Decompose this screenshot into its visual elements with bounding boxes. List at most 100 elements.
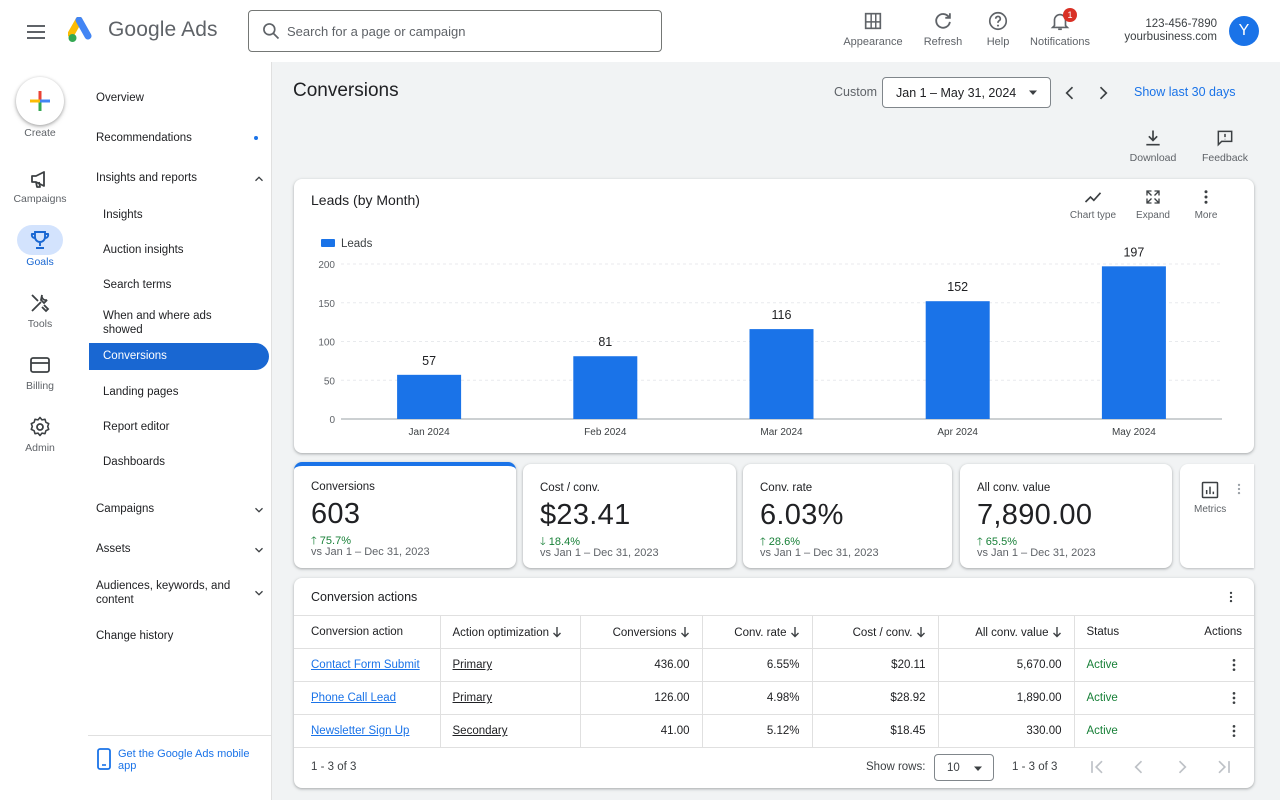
- col-action-optimization[interactable]: Action optimization: [440, 615, 581, 649]
- nav-insights-reports[interactable]: Insights and reports: [96, 172, 266, 186]
- expand-button[interactable]: Expand: [1123, 188, 1183, 221]
- stat-card-all-conv-value[interactable]: All conv. value 7,890.00 🡑 65.5% vs Jan …: [960, 464, 1172, 568]
- stat-change: 🡓 18.4%: [540, 533, 580, 552]
- col-cost-per-conv[interactable]: Cost / conv.: [812, 615, 939, 649]
- nav-audiences-label: Audiences, keywords, and content: [96, 580, 231, 606]
- col-conversion-action[interactable]: Conversion action: [294, 615, 441, 649]
- conversion-action-link[interactable]: Contact Form Submit: [311, 659, 420, 671]
- more-button[interactable]: More: [1176, 188, 1236, 221]
- last-page-icon[interactable]: [1214, 757, 1234, 777]
- megaphone-icon[interactable]: [28, 167, 52, 191]
- first-page-icon[interactable]: [1087, 757, 1107, 777]
- cell-conv-rate: 6.55%: [702, 648, 813, 682]
- stat-card-conv-rate[interactable]: Conv. rate 6.03% 🡑 28.6% vs Jan 1 – Dec …: [743, 464, 952, 568]
- download-button[interactable]: Download: [1123, 128, 1183, 164]
- next-page-icon[interactable]: [1172, 757, 1192, 777]
- help-button[interactable]: Help: [963, 10, 1033, 48]
- nav-search-terms[interactable]: Search terms: [103, 279, 172, 291]
- show-last-30-days[interactable]: Show last 30 days: [1134, 85, 1236, 99]
- chart-title: Leads (by Month): [311, 192, 420, 208]
- nav-when-where[interactable]: When and where ads showed: [103, 310, 212, 336]
- caret-down-icon: [974, 766, 982, 771]
- nav-conversions[interactable]: Conversions: [89, 343, 269, 370]
- search-input[interactable]: [287, 11, 647, 51]
- nav-landing-pages[interactable]: Landing pages: [103, 386, 179, 398]
- menu-icon[interactable]: [24, 20, 48, 44]
- chart-type-label: Chart type: [1069, 210, 1117, 221]
- table-row: Newsletter Sign Up Secondary 41.00 5.12%…: [294, 714, 1254, 748]
- stat-card-conversions[interactable]: Conversions 603 🡑 75.7% vs Jan 1 – Dec 3…: [294, 462, 516, 568]
- help-icon: [988, 11, 1008, 31]
- prev-period-icon[interactable]: [1060, 83, 1080, 103]
- gear-icon[interactable]: [28, 415, 52, 439]
- col-label: Cost / conv.: [852, 626, 913, 639]
- stat-card-cost-per-conv[interactable]: Cost / conv. $23.41 🡓 18.4% vs Jan 1 – D…: [523, 464, 736, 568]
- col-conversions[interactable]: Conversions: [580, 615, 703, 649]
- account-info[interactable]: 123-456-7890 yourbusiness.com: [1124, 18, 1217, 44]
- bar-value-label: 116: [772, 308, 792, 322]
- optimization-link[interactable]: Primary: [452, 659, 493, 671]
- nav-overview[interactable]: Overview: [96, 92, 144, 104]
- nav-audiences[interactable]: Audiences, keywords, and content: [96, 580, 266, 607]
- more-vert-icon[interactable]: [1226, 690, 1242, 706]
- nav-insights-reports-label: Insights and reports: [96, 172, 198, 184]
- rail-label-billing[interactable]: Billing: [25, 380, 54, 392]
- nav-change-history[interactable]: Change history: [96, 630, 174, 642]
- cell-all-conv-value: 5,670.00: [938, 648, 1075, 682]
- prev-page-icon[interactable]: [1129, 757, 1149, 777]
- chart-legend: Leads: [321, 238, 372, 250]
- tools-icon[interactable]: [28, 291, 52, 315]
- nav-insights[interactable]: Insights: [103, 209, 143, 221]
- metrics-button[interactable]: Metrics: [1180, 464, 1254, 568]
- rail-label-campaigns[interactable]: Campaigns: [13, 193, 67, 205]
- conversion-action-link[interactable]: Phone Call Lead: [311, 692, 397, 704]
- avatar[interactable]: Y: [1229, 16, 1259, 46]
- notification-badge: 1: [1063, 8, 1077, 22]
- rail-label-admin[interactable]: Admin: [25, 442, 55, 454]
- y-tick-label: 50: [324, 376, 336, 387]
- nav-assets[interactable]: Assets: [96, 543, 266, 557]
- chart-type-button[interactable]: Chart type: [1063, 188, 1123, 221]
- expand-label: Expand: [1136, 210, 1170, 221]
- notifications-button[interactable]: 1 Notifications: [1025, 8, 1095, 48]
- cell-all-conv-value: 1,890.00: [938, 681, 1075, 715]
- rows-per-page-select[interactable]: 10: [934, 754, 994, 781]
- stat-label: All conv. value: [977, 482, 1051, 494]
- nav-auction-insights[interactable]: Auction insights: [103, 244, 184, 256]
- optimization-link[interactable]: Primary: [452, 692, 493, 704]
- feedback-button[interactable]: Feedback: [1195, 128, 1255, 164]
- nav-report-editor[interactable]: Report editor: [103, 421, 170, 433]
- brand-name: Google Ads: [108, 18, 218, 41]
- search-bar[interactable]: [248, 10, 662, 52]
- appearance-button[interactable]: Appearance: [838, 10, 908, 48]
- nav-dashboards[interactable]: Dashboards: [103, 456, 166, 468]
- cell-actions: [1162, 681, 1254, 715]
- col-all-conv-value[interactable]: All conv. value: [938, 615, 1075, 649]
- more-vert-icon[interactable]: [1224, 590, 1238, 604]
- next-period-icon[interactable]: [1093, 83, 1113, 103]
- more-vert-icon[interactable]: [1232, 481, 1246, 497]
- refresh-button[interactable]: Refresh: [908, 10, 978, 48]
- nav-campaigns[interactable]: Campaigns: [96, 503, 266, 517]
- conversion-action-link[interactable]: Newsletter Sign Up: [311, 725, 410, 737]
- more-vert-icon[interactable]: [1226, 723, 1242, 739]
- optimization-link[interactable]: Secondary: [452, 725, 508, 737]
- col-conv-rate[interactable]: Conv. rate: [702, 615, 813, 649]
- trophy-icon[interactable]: [28, 228, 52, 252]
- cell-conversions: 41.00: [580, 714, 703, 748]
- google-ads-logo[interactable]: [68, 17, 98, 45]
- date-range-select[interactable]: Jan 1 – May 31, 2024: [882, 77, 1051, 108]
- billing-icon[interactable]: [28, 353, 52, 377]
- rail-label-goals[interactable]: Goals: [26, 256, 54, 268]
- account-name: yourbusiness.com: [1124, 31, 1217, 43]
- notifications-label: Notifications: [1030, 36, 1090, 48]
- create-button[interactable]: [16, 77, 64, 125]
- rail-label-tools[interactable]: Tools: [27, 318, 53, 330]
- more-vert-icon[interactable]: [1226, 657, 1242, 673]
- download-label: Download: [1129, 152, 1177, 164]
- download-icon: [1146, 130, 1160, 146]
- cell-status: Active: [1074, 714, 1162, 748]
- col-status[interactable]: Status: [1074, 615, 1162, 649]
- nav-recommendations[interactable]: Recommendations: [96, 132, 192, 144]
- leads-chart: 0 50 100 150 200 57 Jan 2024 81 Feb 2024 116 Mar 2…: [318, 245, 1222, 438]
